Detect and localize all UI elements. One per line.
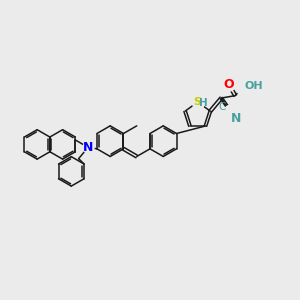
Text: N: N [231,112,242,125]
Text: O: O [224,78,234,92]
Text: N: N [83,141,93,154]
Text: C: C [218,102,226,112]
Text: S: S [194,97,202,107]
Text: OH: OH [244,81,263,91]
Text: H: H [199,98,208,108]
